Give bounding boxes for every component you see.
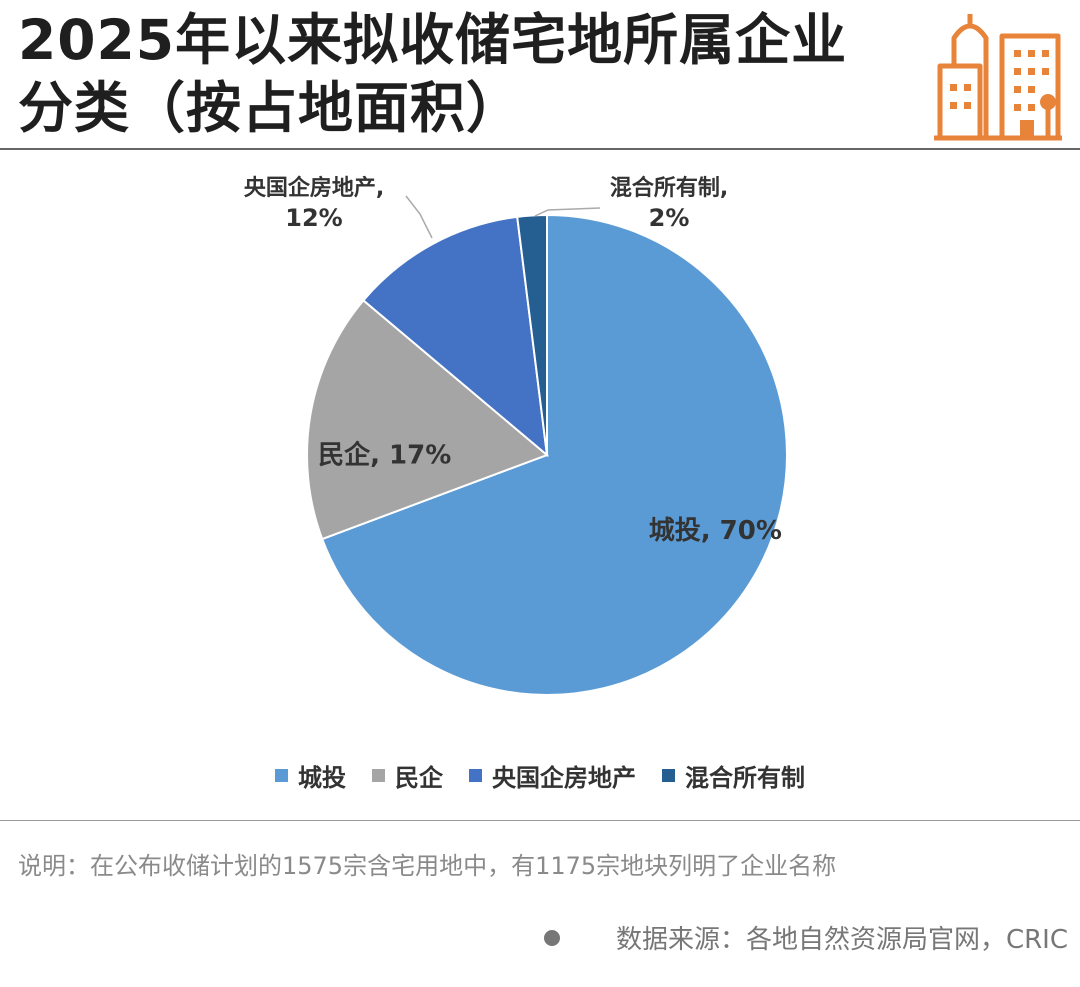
city-buildings-icon	[934, 14, 1062, 141]
data-source: 数据来源：各地自然资源局官网，CRIC	[543, 919, 1068, 956]
legend-label: 混合所有制	[685, 764, 805, 792]
leader-line-yangguoqi	[405, 195, 433, 239]
header-divider	[0, 148, 1080, 150]
legend-label: 民企	[395, 764, 443, 792]
legend-item-yangguoqi: 央国企房地产	[469, 758, 636, 793]
pie-chart: 城投, 70% 民企, 17% 央国企房地产, 12% 混合所有制, 2%	[244, 175, 788, 696]
legend-item-chengtou: 城投	[275, 758, 346, 793]
legend-item-minqi: 民企	[372, 758, 443, 793]
legend-label: 央国企房地产	[492, 764, 636, 792]
footer-divider	[0, 820, 1080, 821]
pie-slice-yangguoqi	[362, 215, 549, 458]
bullet-dot-icon	[543, 929, 560, 946]
pie-slice-minqi	[306, 299, 549, 541]
pie-slice-chengtou	[320, 213, 788, 696]
legend-label: 城投	[298, 764, 346, 792]
data-label-yangguoqi-value: 12%	[285, 204, 342, 232]
data-label-hunhe: 混合所有制,	[610, 175, 728, 201]
data-source-text: 数据来源：各地自然资源局官网，CRIC	[615, 925, 1068, 955]
data-label-chengtou: 城投, 70%	[649, 516, 782, 546]
leader-line-hunhe	[534, 207, 601, 217]
data-label-hunhe-value: 2%	[649, 204, 690, 232]
data-label-minqi: 民企, 17%	[318, 440, 451, 471]
legend-item-hunhe: 混合所有制	[662, 758, 805, 793]
legend-swatch	[469, 769, 482, 782]
footnote: 说明：在公布收储计划的1575宗含宅用地中，有1175宗地块列明了企业名称	[18, 852, 837, 880]
data-label-yangguoqi: 央国企房地产,	[244, 175, 384, 201]
legend-swatch	[372, 769, 385, 782]
page-title: 2025年以来拟收储宅地所属企业分类（按占地面积）	[18, 8, 848, 140]
legend-swatch	[662, 769, 675, 782]
chart-legend: 城投 民企 央国企房地产 混合所有制	[0, 758, 1080, 793]
pie-slice-hunhe	[516, 213, 548, 456]
legend-swatch	[275, 769, 288, 782]
